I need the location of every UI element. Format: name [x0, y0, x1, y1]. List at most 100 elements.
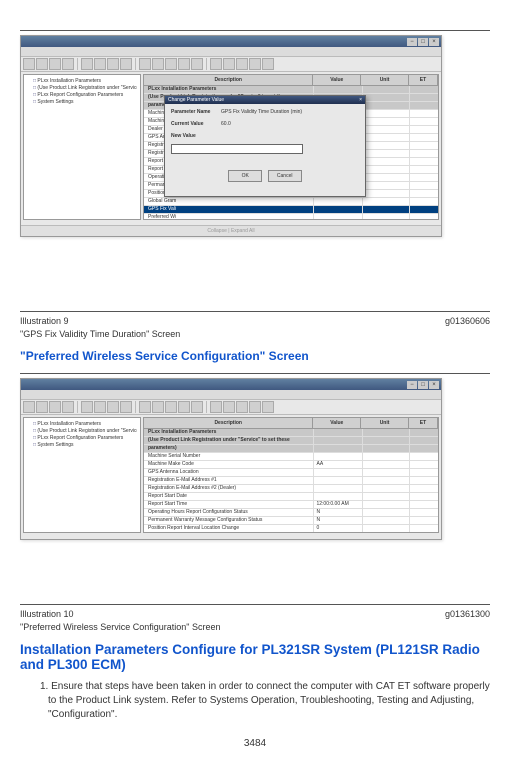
tree-item: PLxx Installation Parameters	[27, 78, 137, 85]
toolbar-icon	[223, 58, 235, 70]
rule	[20, 604, 490, 605]
grid-row: PLxx Installation Parameters	[144, 86, 438, 94]
toolbar-icon	[262, 58, 274, 70]
change-parameter-dialog: Change Parameter Value × Parameter NameG…	[164, 95, 366, 197]
screenshot-wireless-config: − □ × PLxx Installation Parameters(Use P…	[20, 378, 442, 540]
col-description: Description	[144, 75, 313, 85]
window-titlebar: − □ ×	[21, 36, 441, 47]
toolbar-icon	[165, 401, 177, 413]
toolbar-icon	[152, 58, 164, 70]
minimize-icon: −	[407, 381, 417, 389]
dialog-title: Change Parameter Value	[168, 96, 224, 104]
grid-row: Preferred Wi	[144, 214, 438, 220]
col-value: Value	[313, 75, 361, 85]
illustration-number: Illustration 10	[20, 609, 74, 619]
grid-row: Registration E-Mail Address #1	[144, 477, 438, 485]
toolbar-icon	[165, 58, 177, 70]
grid-row: Machine Serial Number	[144, 453, 438, 461]
toolbar-icon	[62, 58, 74, 70]
cancel-button[interactable]: Cancel	[268, 170, 302, 182]
close-icon: ×	[429, 381, 439, 389]
toolbar-icon	[23, 58, 35, 70]
toolbar-icon	[107, 401, 119, 413]
param-name-label: Parameter Name	[171, 108, 221, 116]
config-tree: PLxx Installation Parameters(Use Product…	[23, 417, 141, 533]
maximize-icon: □	[418, 38, 428, 46]
config-tree: PLxx Installation Parameters(Use Product…	[23, 74, 141, 220]
grid-row: Report Start Date	[144, 493, 438, 501]
rule	[20, 311, 490, 312]
toolbar-icon	[191, 58, 203, 70]
illustration-code: g01361300	[445, 609, 490, 619]
window-titlebar: − □ ×	[21, 379, 441, 390]
toolbar-icon	[23, 401, 35, 413]
col-value: Value	[313, 418, 361, 428]
col-unit: Unit	[361, 75, 409, 85]
toolbar-icon	[120, 58, 132, 70]
current-value-label: Current Value	[171, 120, 221, 128]
toolbar-icon	[49, 401, 61, 413]
col-et: ET	[409, 75, 438, 85]
toolbar-icon	[152, 401, 164, 413]
grid-row: Operating Hours Report Configuration Sta…	[144, 509, 438, 517]
col-description: Description	[144, 418, 313, 428]
toolbar-icon	[107, 58, 119, 70]
grid-header: Description Value Unit ET	[144, 418, 438, 429]
top-rule	[20, 30, 490, 31]
illustration-label-row: Illustration 9 g01360606	[20, 316, 490, 326]
param-name-value: GPS Fix Validity Time Duration (min)	[221, 108, 359, 116]
grid-row: parameters)	[144, 445, 438, 453]
section-heading: "Preferred Wireless Service Configuratio…	[20, 349, 490, 363]
parameter-grid: Description Value Unit ET PLxx Installat…	[143, 417, 439, 533]
minimize-icon: −	[407, 38, 417, 46]
toolbar-icon	[191, 401, 203, 413]
toolbar-icon	[81, 401, 93, 413]
illustration-code: g01360606	[445, 316, 490, 326]
toolbar-icon	[49, 58, 61, 70]
tree-item: (Use Product Link Registration under "Se…	[27, 428, 137, 435]
tree-item: System Settings	[27, 99, 137, 106]
toolbar-icon	[120, 401, 132, 413]
toolbar-icon	[139, 58, 151, 70]
toolbar-icon	[139, 401, 151, 413]
illustration-caption: "GPS Fix Validity Time Duration" Screen	[20, 329, 490, 339]
new-value-label: New Value	[171, 132, 221, 140]
tree-item: PLxx Installation Parameters	[27, 421, 137, 428]
grid-row: Registration E-Mail Address #2 (Dealer)	[144, 485, 438, 493]
grid-row: Report Start Time12:00:0.00 AM	[144, 501, 438, 509]
toolbar-icon	[210, 401, 222, 413]
tree-item: System Settings	[27, 442, 137, 449]
toolbar-icon	[249, 401, 261, 413]
new-value-input[interactable]	[171, 144, 303, 154]
toolbar-icon	[62, 401, 74, 413]
toolbar-icon	[236, 401, 248, 413]
ok-button[interactable]: OK	[228, 170, 262, 182]
toolbar	[21, 400, 441, 415]
toolbar-icon	[223, 401, 235, 413]
col-unit: Unit	[361, 418, 409, 428]
illustration-label-row: Illustration 10 g01361300	[20, 609, 490, 619]
close-icon: ×	[429, 38, 439, 46]
toolbar-icon	[81, 58, 93, 70]
step-1: 1. Ensure that steps have been taken in …	[48, 680, 490, 722]
status-bar: Collapse | Expand All	[21, 225, 441, 236]
toolbar-icon	[262, 401, 274, 413]
toolbar-icon	[236, 58, 248, 70]
page-number: 3484	[20, 738, 490, 749]
tree-item: PLxx Report Configuration Parameters	[27, 92, 137, 99]
screenshot-gps-fix: − □ × PLxx Installation Parameters(Use P…	[20, 35, 442, 237]
grid-row: (Use Product Link Registration under "Se…	[144, 437, 438, 445]
grid-row: PLxx Installation Parameters	[144, 429, 438, 437]
menubar	[21, 390, 441, 400]
menubar	[21, 47, 441, 57]
maximize-icon: □	[418, 381, 428, 389]
toolbar-icon	[178, 401, 190, 413]
instruction-list: 1. Ensure that steps have been taken in …	[40, 680, 490, 722]
tree-item: (Use Product Link Registration under "Se…	[27, 85, 137, 92]
grid-row: Permanent Warranty Message Configuration…	[144, 517, 438, 525]
dialog-titlebar: Change Parameter Value ×	[165, 96, 365, 104]
toolbar-icon	[36, 58, 48, 70]
grid-row: Machine Make CodeAA	[144, 461, 438, 469]
toolbar-icon	[36, 401, 48, 413]
illustration-caption: "Preferred Wireless Service Configuratio…	[20, 622, 490, 632]
